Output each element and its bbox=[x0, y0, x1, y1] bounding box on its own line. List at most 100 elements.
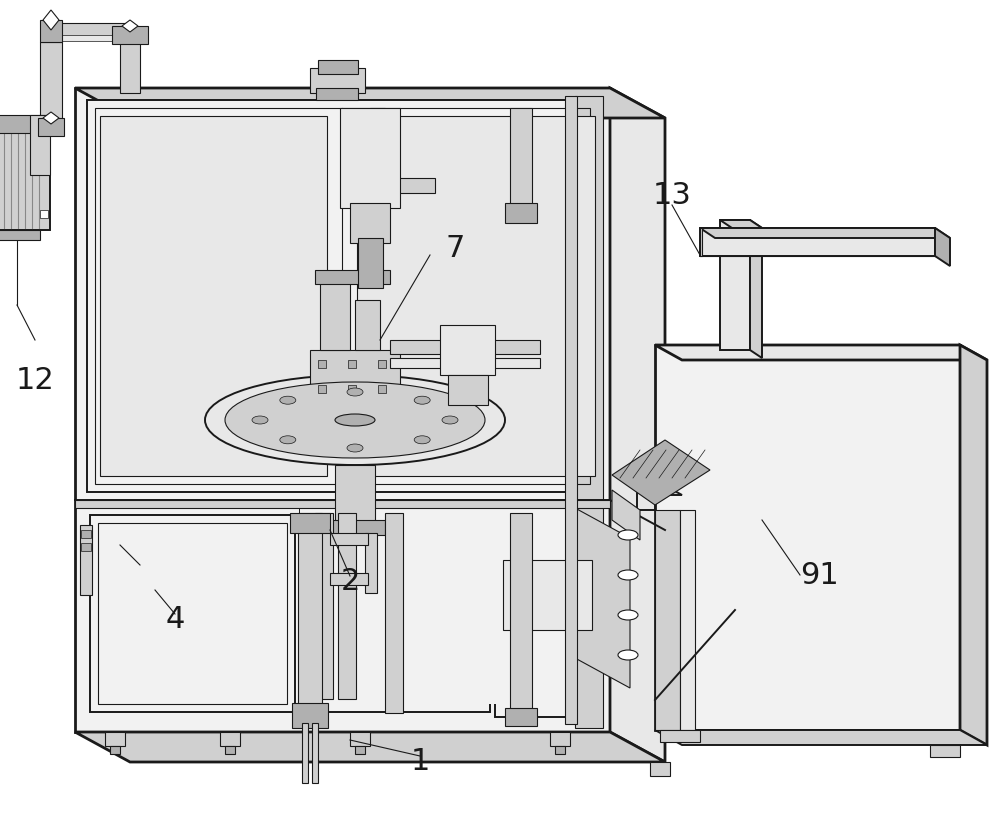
Polygon shape bbox=[318, 385, 326, 393]
Polygon shape bbox=[340, 108, 400, 208]
Polygon shape bbox=[510, 108, 532, 208]
Polygon shape bbox=[650, 762, 670, 776]
Polygon shape bbox=[300, 508, 575, 704]
Polygon shape bbox=[220, 732, 240, 746]
Polygon shape bbox=[225, 746, 235, 754]
Polygon shape bbox=[660, 730, 700, 742]
Polygon shape bbox=[75, 88, 610, 732]
Polygon shape bbox=[350, 203, 390, 243]
Polygon shape bbox=[112, 26, 148, 44]
Polygon shape bbox=[100, 116, 327, 476]
Ellipse shape bbox=[335, 414, 375, 426]
Polygon shape bbox=[358, 238, 383, 288]
Polygon shape bbox=[510, 513, 532, 713]
Ellipse shape bbox=[618, 650, 638, 660]
Polygon shape bbox=[390, 358, 540, 368]
Polygon shape bbox=[315, 270, 390, 284]
Polygon shape bbox=[105, 732, 125, 746]
Polygon shape bbox=[720, 220, 762, 228]
Polygon shape bbox=[55, 35, 133, 41]
Polygon shape bbox=[298, 513, 322, 713]
Polygon shape bbox=[302, 723, 308, 783]
Polygon shape bbox=[960, 345, 987, 745]
Ellipse shape bbox=[347, 444, 363, 452]
Polygon shape bbox=[87, 100, 598, 492]
Text: 1: 1 bbox=[410, 748, 430, 776]
Polygon shape bbox=[338, 513, 356, 699]
Text: 7: 7 bbox=[445, 234, 465, 262]
Polygon shape bbox=[448, 375, 488, 405]
Polygon shape bbox=[330, 533, 368, 545]
Polygon shape bbox=[385, 513, 403, 713]
Polygon shape bbox=[565, 96, 577, 724]
Text: 4: 4 bbox=[165, 605, 185, 635]
Polygon shape bbox=[90, 515, 295, 712]
Polygon shape bbox=[750, 220, 762, 358]
Polygon shape bbox=[80, 525, 92, 595]
Polygon shape bbox=[318, 60, 358, 74]
Polygon shape bbox=[40, 42, 62, 132]
Polygon shape bbox=[325, 520, 385, 535]
Polygon shape bbox=[357, 116, 595, 476]
Ellipse shape bbox=[252, 416, 268, 424]
Ellipse shape bbox=[414, 435, 430, 444]
Polygon shape bbox=[81, 543, 91, 551]
Polygon shape bbox=[81, 530, 91, 538]
Polygon shape bbox=[290, 513, 330, 533]
Polygon shape bbox=[365, 533, 377, 593]
Polygon shape bbox=[378, 360, 386, 368]
Polygon shape bbox=[355, 746, 365, 754]
Text: 2: 2 bbox=[340, 568, 360, 596]
Text: 91: 91 bbox=[801, 560, 839, 590]
Polygon shape bbox=[0, 115, 45, 133]
Ellipse shape bbox=[414, 396, 430, 404]
Polygon shape bbox=[612, 490, 640, 540]
Ellipse shape bbox=[618, 530, 638, 540]
Ellipse shape bbox=[618, 570, 638, 580]
Polygon shape bbox=[385, 178, 435, 193]
Polygon shape bbox=[930, 745, 960, 757]
Polygon shape bbox=[505, 708, 537, 726]
Polygon shape bbox=[0, 230, 40, 240]
Polygon shape bbox=[40, 210, 48, 218]
Polygon shape bbox=[0, 130, 50, 230]
Polygon shape bbox=[30, 115, 50, 175]
Polygon shape bbox=[348, 385, 356, 393]
Polygon shape bbox=[612, 440, 710, 505]
Polygon shape bbox=[575, 96, 603, 728]
Polygon shape bbox=[655, 510, 680, 730]
Polygon shape bbox=[315, 513, 333, 699]
Polygon shape bbox=[720, 220, 750, 350]
Polygon shape bbox=[122, 20, 138, 32]
Polygon shape bbox=[43, 10, 59, 30]
Polygon shape bbox=[348, 360, 356, 368]
Polygon shape bbox=[637, 480, 655, 510]
Text: 13: 13 bbox=[653, 181, 691, 209]
Polygon shape bbox=[335, 465, 375, 525]
Ellipse shape bbox=[225, 382, 485, 458]
Polygon shape bbox=[637, 480, 682, 495]
Polygon shape bbox=[655, 345, 960, 730]
Polygon shape bbox=[575, 508, 630, 688]
Polygon shape bbox=[310, 350, 400, 430]
Polygon shape bbox=[935, 228, 950, 266]
Polygon shape bbox=[370, 108, 385, 238]
Polygon shape bbox=[300, 508, 490, 712]
Polygon shape bbox=[378, 385, 386, 393]
Polygon shape bbox=[700, 228, 702, 256]
Polygon shape bbox=[350, 732, 370, 746]
Polygon shape bbox=[40, 20, 62, 42]
Polygon shape bbox=[316, 88, 358, 100]
Polygon shape bbox=[505, 203, 537, 223]
Ellipse shape bbox=[347, 388, 363, 396]
Polygon shape bbox=[700, 228, 950, 238]
Polygon shape bbox=[43, 112, 59, 124]
Ellipse shape bbox=[280, 435, 296, 444]
Polygon shape bbox=[75, 732, 665, 762]
Polygon shape bbox=[610, 88, 665, 762]
Polygon shape bbox=[550, 732, 570, 746]
Polygon shape bbox=[700, 228, 935, 256]
Polygon shape bbox=[390, 340, 540, 354]
Polygon shape bbox=[312, 723, 318, 783]
Polygon shape bbox=[292, 703, 328, 728]
